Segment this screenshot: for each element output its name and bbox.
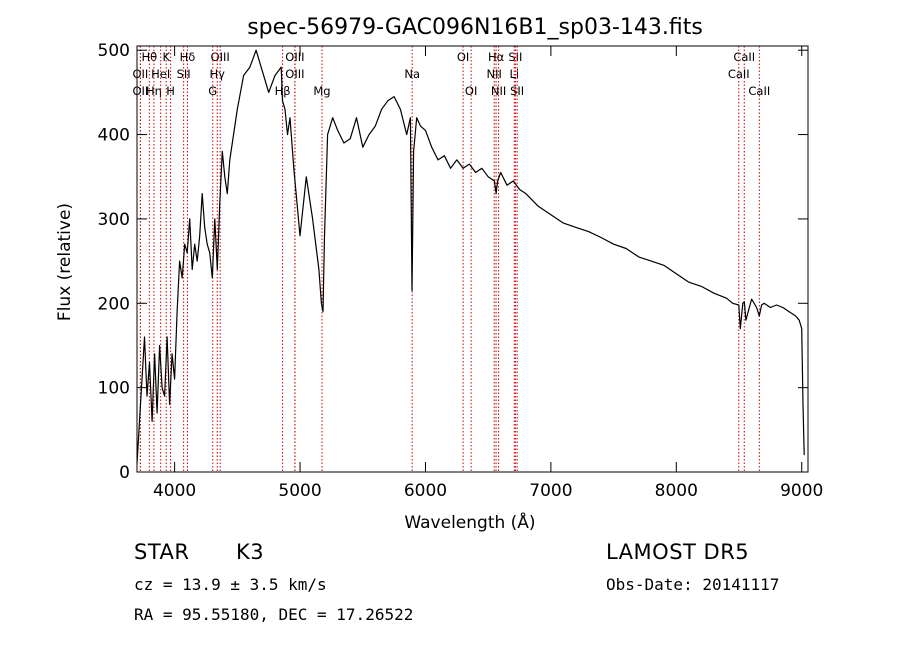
spectral-line-label: OI — [465, 84, 477, 98]
spectral-line-label: G — [208, 84, 217, 98]
x-tick-label: 4000 — [153, 481, 196, 501]
spectral-line-label: CaII — [748, 84, 770, 98]
object-class: STAR — [134, 540, 190, 564]
spectral-line-label: SII — [510, 84, 524, 98]
spectral-line-label: OIII — [285, 67, 304, 81]
spectral-line-label: H — [166, 84, 175, 98]
spectrum-line — [136, 49, 805, 464]
spectral-line-label: Hη — [146, 84, 162, 98]
y-tick-label: 200 — [98, 294, 130, 314]
spectral-line-label: Hα — [488, 50, 505, 64]
x-tick-label: 7000 — [529, 481, 572, 501]
spectral-line-label: Li — [509, 67, 519, 81]
x-tick-label: 5000 — [278, 481, 321, 501]
spectral-line-label: SII — [177, 67, 191, 81]
spectral-line-label: OI — [457, 50, 469, 64]
spectral-line-label: Na — [404, 67, 420, 81]
spectral-line-label: OIII — [211, 50, 230, 64]
spectral-line-label: Hγ — [210, 67, 226, 81]
y-tick-label: 400 — [98, 126, 130, 146]
spectral-line-label: Mg — [313, 84, 330, 98]
plot-frame — [136, 45, 809, 473]
spectral-line-label: Hδ — [180, 50, 196, 64]
spectral-line-label: SII — [508, 50, 522, 64]
spectral-line-label: NII — [491, 84, 506, 98]
y-tick-label: 500 — [98, 41, 130, 61]
x-tick-label: 9000 — [780, 481, 823, 501]
ra-dec-coordinates: RA = 95.55180, DEC = 17.26522 — [134, 605, 414, 624]
observation-date: Obs-Date: 20141117 — [606, 575, 780, 594]
x-tick-label: 8000 — [655, 481, 698, 501]
y-tick-label: 0 — [119, 463, 130, 483]
spectral-line-label: CaII — [728, 67, 750, 81]
spectral-line-label: Hθ — [141, 50, 157, 64]
chart-title: spec-56979-GAC096N16B1_sp03-143.fits — [247, 15, 703, 40]
x-tick-label: 6000 — [404, 481, 447, 501]
x-axis-label: Wavelength (Å) — [404, 511, 535, 533]
spectral-line-label: NII — [487, 67, 502, 81]
spectral-line-label: OII — [132, 84, 148, 98]
y-tick-label: 100 — [98, 379, 130, 399]
object-subclass: K3 — [236, 540, 265, 564]
spectral-line-label: CaII — [733, 50, 755, 64]
spectrum-series — [136, 49, 805, 464]
y-tick-label: 300 — [98, 210, 130, 230]
y-axis-label: Flux (relative) — [55, 203, 75, 321]
spectral-line-label: K — [162, 50, 170, 64]
spectral-line-label: HeI — [151, 67, 170, 81]
axes: 4000 5000 6000 7000 8000 9000 0 100 200 300 400 500 — [98, 41, 824, 501]
redshift-cz: cz = 13.9 ± 3.5 km/s — [134, 575, 327, 594]
survey-name: LAMOST DR5 — [606, 540, 750, 564]
